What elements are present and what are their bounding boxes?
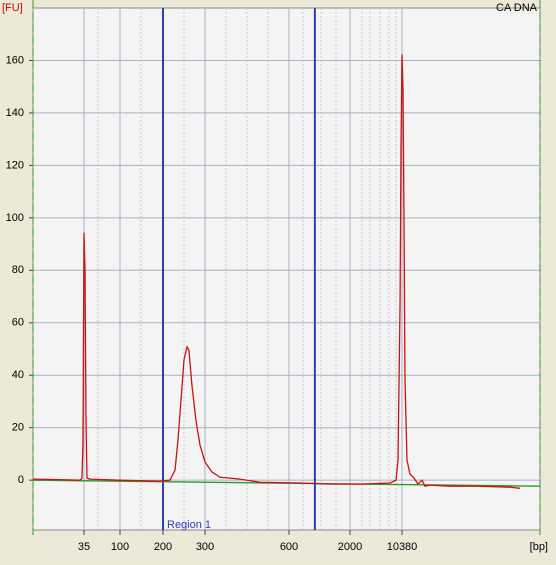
x-tick-label: 200 bbox=[154, 541, 172, 553]
region-label: Region 1 bbox=[167, 519, 211, 531]
x-tick-label: 2000 bbox=[338, 541, 362, 553]
y-tick-label: 160 bbox=[6, 54, 24, 66]
y-tick-label: 140 bbox=[6, 107, 24, 119]
y-tick-label: 80 bbox=[12, 264, 24, 276]
y-tick-label: 60 bbox=[12, 317, 24, 329]
x-axis-label: [bp] bbox=[530, 541, 548, 553]
y-axis-label: [FU] bbox=[2, 2, 23, 14]
x-tick-label: 600 bbox=[280, 541, 298, 553]
y-tick-label: 120 bbox=[6, 159, 24, 171]
x-tick-label: 300 bbox=[196, 541, 214, 553]
x-tick-label: 10380 bbox=[387, 541, 418, 553]
x-tick-label: 100 bbox=[111, 541, 129, 553]
plot-area bbox=[32, 7, 541, 531]
y-tick-label: 40 bbox=[12, 369, 24, 381]
y-tick-label: 20 bbox=[12, 422, 24, 434]
y-tick-label: 0 bbox=[18, 474, 24, 486]
chart-title: CA DNA bbox=[496, 2, 538, 14]
y-tick-label: 100 bbox=[6, 212, 24, 224]
x-tick-label: 35 bbox=[78, 541, 90, 553]
trace-line bbox=[32, 54, 521, 489]
